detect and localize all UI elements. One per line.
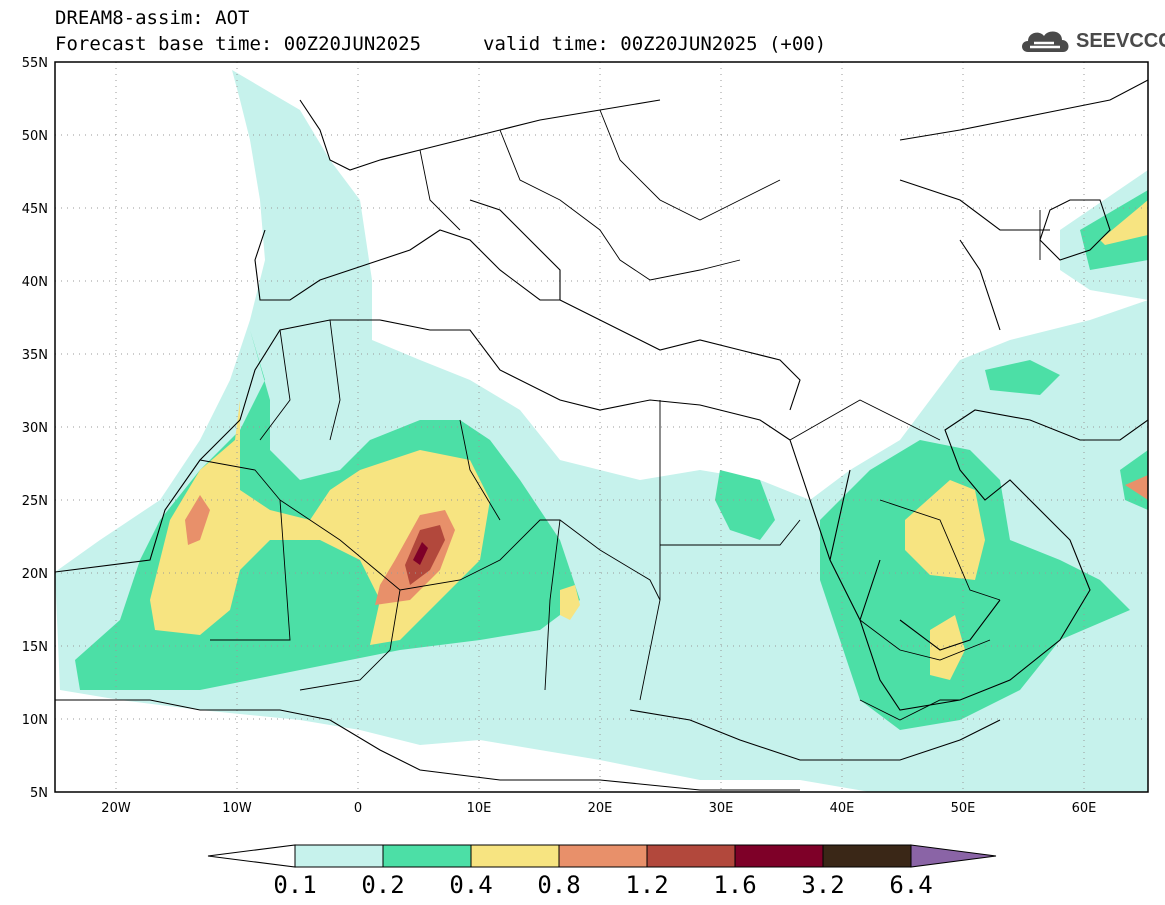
colorbar-swatch [646,844,736,868]
lat-label: 40N [22,275,48,290]
lon-label: 10E [467,801,492,816]
coastlines [55,79,1148,791]
lon-label: 20E [588,801,613,816]
lat-label: 30N [22,421,48,436]
lon-label: 10W [222,801,252,816]
colorbar: 0.1 0.2 0.4 0.8 1.2 1.6 3.2 6.4 [207,844,997,899]
country-borders [199,109,1041,721]
cloud-icon [1022,31,1069,52]
colorbar-label: 0.4 [449,871,492,899]
lon-axis-labels: 20W 10W 0 10E 20E 30E 40E 50E 60E [101,801,1096,816]
lat-label: 45N [22,202,48,217]
map-title: DREAM8-assim: AOT [55,7,250,29]
colorbar-high-arrow [910,844,997,868]
colorbar-label: 1.2 [625,871,668,899]
colorbar-label: 1.6 [713,871,756,899]
lat-label: 20N [22,567,48,582]
lat-label: 25N [22,494,48,509]
colorbar-swatch [382,844,472,868]
colorbar-swatch [294,844,384,868]
lon-label: 60E [1072,801,1097,816]
colorbar-swatch [822,844,912,868]
aot-fields [55,70,1148,792]
map-frame [54,61,1149,793]
colorbar-label: 0.1 [273,871,316,899]
lat-label: 10N [22,713,48,728]
graticule [55,62,1148,792]
colorbar-label: 0.8 [537,871,580,899]
colorbar-swatch [558,844,648,868]
seevccc-logo: SEEVCCC [1018,24,1165,60]
valid-time: valid time: 00Z20JUN2025 (+00) [483,33,827,55]
aot-field-1.2 [405,525,445,585]
colorbar-swatch [734,844,824,868]
colorbar-label: 0.2 [361,871,404,899]
lat-label: 5N [30,786,48,801]
lat-label: 50N [22,129,48,144]
lat-label: 15N [22,640,48,655]
lat-label: 55N [22,56,48,71]
lat-label: 35N [22,348,48,363]
colorbar-label: 6.4 [889,871,932,899]
lon-label: 40E [830,801,855,816]
lon-label: 30E [709,801,734,816]
colorbar-swatch [470,844,560,868]
lon-label: 0 [354,801,362,816]
colorbar-low-arrow [207,844,296,868]
aot-field-1.6 [413,542,428,565]
colorbar-label: 3.2 [801,871,844,899]
lat-axis-labels: 55N 50N 45N 40N 35N 30N 25N 20N 15N 10N … [22,56,48,801]
forecast-base-time: Forecast base time: 00Z20JUN2025 [55,33,422,55]
lon-label: 20W [101,801,131,816]
lon-label: 50E [951,801,976,816]
